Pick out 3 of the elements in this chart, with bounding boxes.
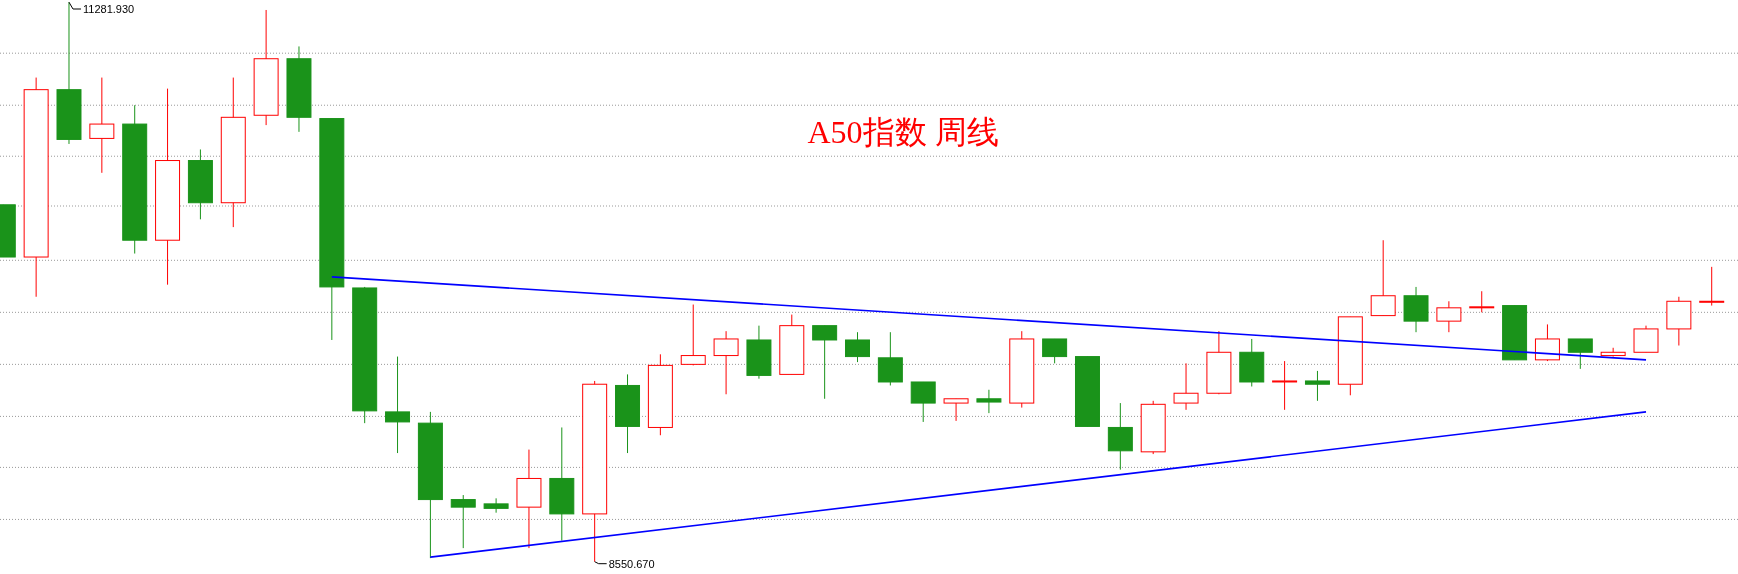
text: A50指数 周线 bbox=[807, 114, 999, 150]
annotation: 8550.670 bbox=[608, 557, 655, 570]
annotation: 11281.930 bbox=[82, 3, 135, 15]
